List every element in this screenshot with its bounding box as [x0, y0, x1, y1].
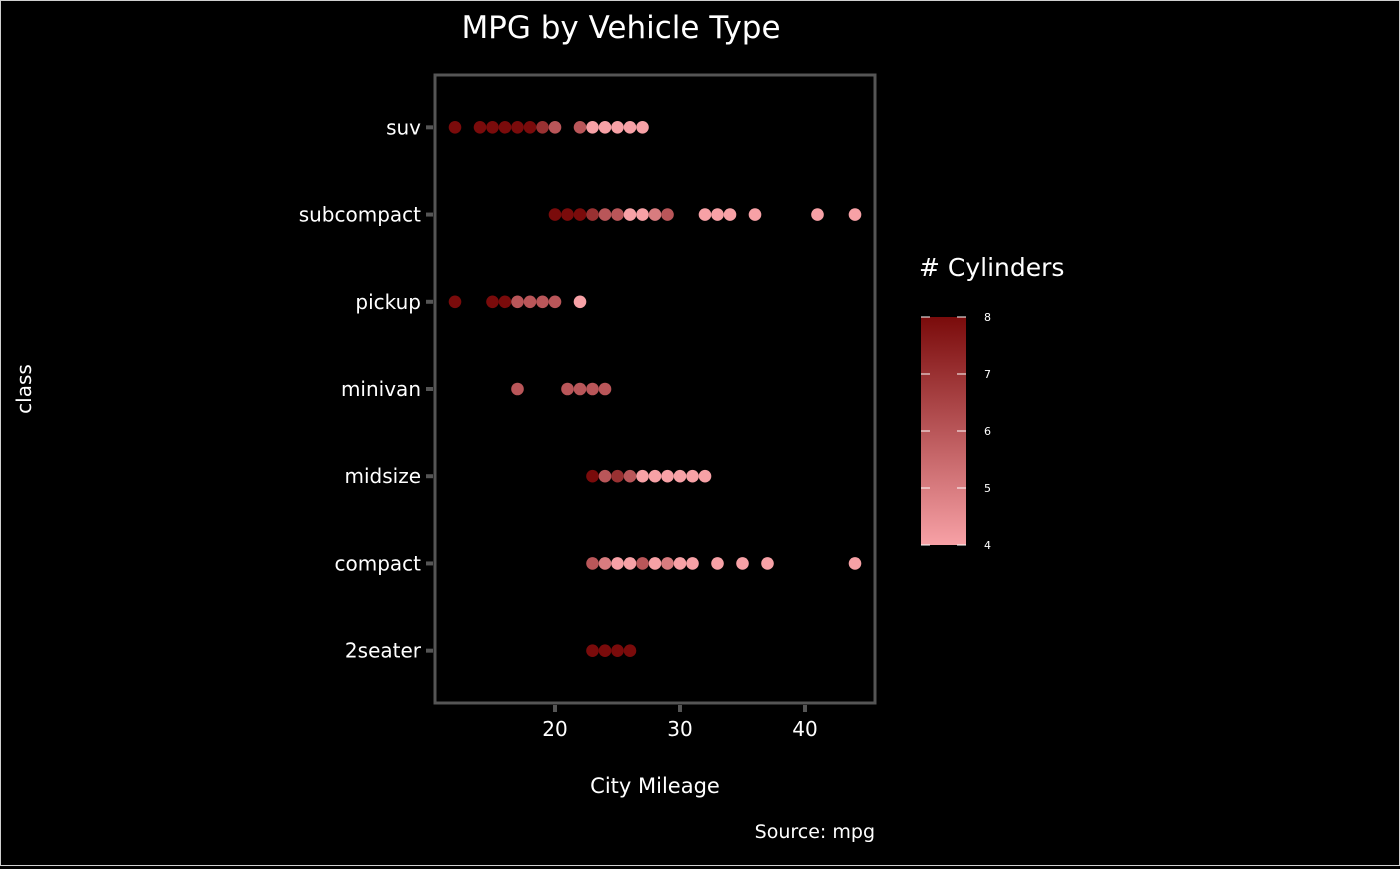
data-point: [536, 121, 549, 134]
x-tick-label: 30: [667, 717, 692, 741]
data-point: [723, 208, 737, 221]
data-point: [573, 295, 587, 309]
x-tick-label: 40: [792, 717, 817, 741]
data-point: [623, 557, 637, 570]
plot-panel: [433, 73, 877, 705]
data-point: [748, 208, 762, 221]
data-point: [611, 121, 624, 134]
data-point: [486, 295, 499, 309]
data-point: [711, 557, 724, 570]
data-point: [698, 469, 712, 483]
legend: # Cylinders 4 5 6 7 8: [919, 253, 1064, 552]
data-point: [573, 208, 587, 221]
data-point: [686, 557, 699, 570]
y-tick-label: compact: [334, 551, 421, 575]
legend-title: # Cylinders: [919, 253, 1064, 282]
chart-caption: Source: mpg: [755, 821, 875, 843]
data-point: [598, 644, 612, 657]
data-point: [598, 382, 612, 396]
y-tick-label: 2seater: [345, 639, 422, 663]
data-point: [673, 557, 687, 570]
y-tick-label: subcompact: [299, 203, 421, 227]
data-point: [811, 208, 824, 221]
data-point: [523, 121, 537, 134]
data-point: [598, 557, 612, 570]
data-point: [686, 469, 699, 483]
data-point: [586, 644, 599, 657]
data-point: [611, 469, 624, 483]
data-point: [573, 382, 587, 396]
data-point: [586, 557, 599, 570]
legend-tick-label: 4: [984, 539, 991, 552]
y-axis-label: class: [12, 364, 36, 414]
data-point: [598, 121, 612, 134]
data-point: [486, 121, 499, 134]
y-tick-label: midsize: [344, 464, 421, 488]
data-point: [648, 469, 662, 483]
y-tick-label: suv: [386, 115, 421, 139]
data-point: [848, 208, 862, 221]
chart-title: MPG by Vehicle Type: [461, 10, 780, 46]
data-point: [623, 469, 637, 483]
data-point: [636, 121, 649, 134]
data-point: [586, 382, 599, 396]
data-point: [548, 295, 562, 309]
data-point: [636, 469, 649, 483]
y-tick-label: minivan: [341, 377, 421, 401]
legend-tick-label: 5: [984, 482, 991, 495]
data-point: [473, 121, 487, 134]
y-tick-label: pickup: [355, 290, 421, 314]
data-point: [661, 469, 674, 483]
points-layer: [448, 121, 862, 657]
data-point: [561, 382, 574, 396]
legend-tick-label: 7: [984, 368, 991, 381]
data-point: [586, 469, 599, 483]
data-point: [523, 295, 537, 309]
data-point: [611, 208, 624, 221]
data-point: [561, 208, 574, 221]
x-tick-label: 20: [542, 717, 567, 741]
data-point: [573, 121, 587, 134]
data-point: [548, 121, 562, 134]
data-point: [498, 295, 512, 309]
legend-tick-label: 8: [984, 311, 991, 324]
data-point: [761, 557, 774, 570]
data-point: [661, 208, 674, 221]
x-axis-label: City Mileage: [590, 774, 720, 798]
data-point: [586, 208, 599, 221]
data-point: [598, 208, 612, 221]
data-point: [511, 295, 524, 309]
data-point: [636, 208, 649, 221]
data-point: [661, 557, 674, 570]
data-point: [611, 557, 624, 570]
data-point: [648, 208, 662, 221]
legend-tick-label: 6: [984, 425, 991, 438]
data-point: [848, 557, 862, 570]
data-point: [548, 208, 562, 221]
x-axis: 20 30 40: [542, 705, 818, 741]
data-point: [511, 121, 524, 134]
data-point: [623, 644, 637, 657]
legend-ticks: 4 5 6 7 8: [921, 311, 991, 552]
data-point: [448, 121, 462, 134]
data-point: [636, 557, 649, 570]
data-point: [623, 208, 637, 221]
y-axis: 2seater compact midsize minivan pickup subcom…: [299, 115, 433, 663]
data-point: [611, 644, 624, 657]
data-point: [448, 295, 462, 309]
data-point: [623, 121, 637, 134]
data-point: [536, 295, 549, 309]
data-point: [586, 121, 599, 134]
data-point: [673, 469, 687, 483]
data-point: [511, 382, 524, 396]
data-point: [711, 208, 724, 221]
data-point: [598, 469, 612, 483]
data-point: [736, 557, 749, 570]
data-point: [648, 557, 662, 570]
data-point: [498, 121, 512, 134]
data-point: [698, 208, 712, 221]
